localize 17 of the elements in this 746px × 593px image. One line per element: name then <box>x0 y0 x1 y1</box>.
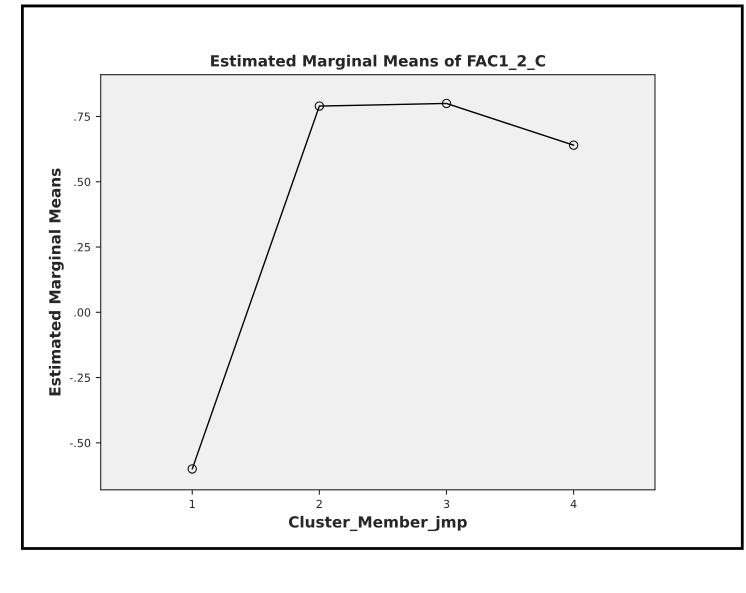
y-tick-label: .50 <box>74 178 90 186</box>
x-tick-label: 3 <box>444 500 450 508</box>
point <box>314 101 324 111</box>
y-axis-title: Estimated Marginal Means <box>48 168 64 396</box>
point <box>568 140 578 150</box>
x-tick-label: 2 <box>316 500 322 508</box>
y-tick-label: -.50 <box>70 438 90 448</box>
y-tick-label: .75 <box>74 112 90 121</box>
x-tick-label: 1 <box>190 500 195 508</box>
y-tick-label: -.25 <box>70 374 90 382</box>
x-tick-label: 4 <box>570 500 577 508</box>
y-tick-label: .25 <box>74 243 90 252</box>
chart-title: Estimated Marginal Means of FAC1_2_C <box>211 54 546 70</box>
point <box>188 464 197 474</box>
x-axis-title: Cluster_Member_jmp <box>288 516 467 532</box>
y-tick-label: .00 <box>74 308 90 317</box>
point <box>442 98 452 108</box>
